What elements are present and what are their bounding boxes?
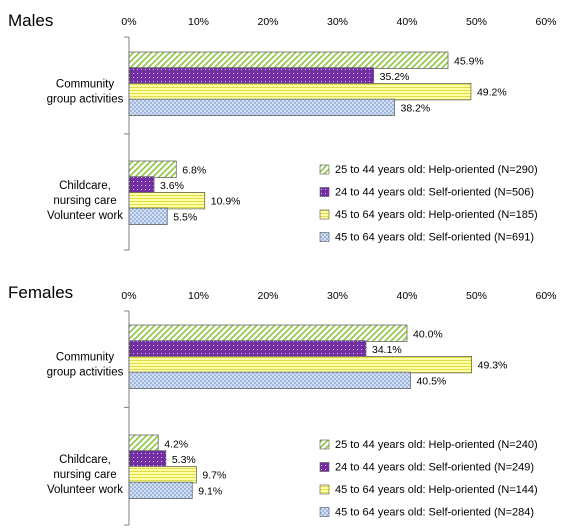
panel-1-data-label: 5.5% xyxy=(173,211,197,223)
panel-2-category-label: Community xyxy=(56,351,114,363)
panel-1-tick-label: 0% xyxy=(121,16,136,28)
panel-1-title: Males xyxy=(8,11,53,30)
panel-2-bar xyxy=(128,434,159,452)
panel-2-bar xyxy=(128,371,411,389)
panel-2-legend-swatch xyxy=(319,462,330,472)
panel-2-tick-label: 50% xyxy=(466,290,487,302)
panel-2-legend-label: 45 to 64 years old: Self-oriented (N=284… xyxy=(335,507,534,519)
panel-1-bar xyxy=(128,207,168,225)
panel-2-bar xyxy=(128,340,367,358)
panel-2-data-label: 9.1% xyxy=(198,485,222,497)
panel-1-legend-label: 45 to 64 years old: Self-oriented (N=691… xyxy=(335,232,534,244)
panel-2-tick-label: 60% xyxy=(535,290,556,302)
panel-1-bar xyxy=(128,176,155,194)
panel-2-data-label: 4.2% xyxy=(164,438,188,450)
panel-1-bar xyxy=(128,98,395,116)
panel-1-category-label: Childcare, xyxy=(59,180,111,192)
panel-2-bar xyxy=(128,324,408,342)
panel-1-data-label: 38.2% xyxy=(400,102,430,114)
panel-1-legend-swatch xyxy=(319,187,330,197)
panel-1-legend-label: 25 to 44 years old: Help-oriented (N=290… xyxy=(335,164,538,176)
panel-1-data-label: 49.2% xyxy=(477,87,507,99)
panel-1-category-label: group activities xyxy=(47,93,124,105)
panel-2-tick-label: 20% xyxy=(257,290,278,302)
panel-1-legend-swatch xyxy=(319,209,330,220)
panel-1-bar xyxy=(128,160,177,178)
panel-1-data-label: 45.9% xyxy=(454,55,484,67)
panel-1-tick-label: 30% xyxy=(327,16,348,28)
panel-1-data-label: 3.6% xyxy=(160,180,184,192)
panel-1-bar xyxy=(128,192,206,210)
panel-2-tick-label: 0% xyxy=(121,290,136,302)
panel-1-category-label: Community xyxy=(56,78,114,90)
panel-2-data-label: 34.1% xyxy=(372,344,402,356)
panel-1-bar xyxy=(128,67,374,85)
panel-1-tick-label: 20% xyxy=(257,16,278,28)
panel-2-tick-label: 30% xyxy=(327,290,348,302)
panel-2-legend-swatch xyxy=(319,439,330,450)
panel-1-tick-label: 60% xyxy=(535,16,556,28)
panel-2-data-label: 49.3% xyxy=(478,360,508,372)
panel-2-tick-label: 10% xyxy=(188,290,209,302)
panel-2-title: Females xyxy=(8,283,73,302)
panel-1-tick-label: 40% xyxy=(396,16,417,28)
panel-2-legend-swatch xyxy=(319,484,330,495)
panel-2-bar xyxy=(128,450,167,468)
panel-1-category-label: Volunteer work xyxy=(47,210,123,222)
panel-2-legend-swatch xyxy=(319,507,330,517)
panel-2-data-label: 5.3% xyxy=(172,454,196,466)
panel-2-legend-label: 25 to 44 years old: Help-oriented (N=240… xyxy=(335,439,538,451)
panel-1-legend-label: 45 to 64 years old: Help-oriented (N=185… xyxy=(335,209,538,221)
panel-1-tick-label: 50% xyxy=(466,16,487,28)
panel-1-tick-label: 10% xyxy=(188,16,209,28)
panel-1-data-label: 6.8% xyxy=(182,164,206,176)
panel-2-bar xyxy=(128,481,193,499)
panel-2-data-label: 9.7% xyxy=(202,470,226,482)
panel-2-legend-label: 24 to 44 years old: Self-oriented (N=249… xyxy=(335,462,534,474)
panel-1-legend-swatch xyxy=(319,232,330,242)
panel-2-data-label: 40.5% xyxy=(416,375,446,387)
panel-2-data-label: 40.0% xyxy=(413,328,443,340)
panel-2-category-label: nursing care xyxy=(53,469,116,481)
panel-1-legend-label: 24 to 44 years old: Self-oriented (N=506… xyxy=(335,187,534,199)
panel-1-bar xyxy=(128,83,472,101)
panel-1-data-label: 35.2% xyxy=(380,71,410,83)
panel-1-data-label: 10.9% xyxy=(211,196,241,208)
panel-2-legend-label: 45 to 64 years old: Help-oriented (N=144… xyxy=(335,484,538,496)
panel-2-bar xyxy=(128,466,197,484)
panel-2-category-label: Childcare, xyxy=(59,454,111,466)
panel-1-category-label: nursing care xyxy=(53,195,116,207)
panel-2-category-label: Volunteer work xyxy=(47,484,123,496)
panel-2-tick-label: 40% xyxy=(396,290,417,302)
panel-1-bar xyxy=(128,51,449,69)
panel-1-legend-swatch xyxy=(319,164,330,175)
panel-2-category-label: group activities xyxy=(47,366,124,378)
panel-2-bar xyxy=(128,356,472,374)
